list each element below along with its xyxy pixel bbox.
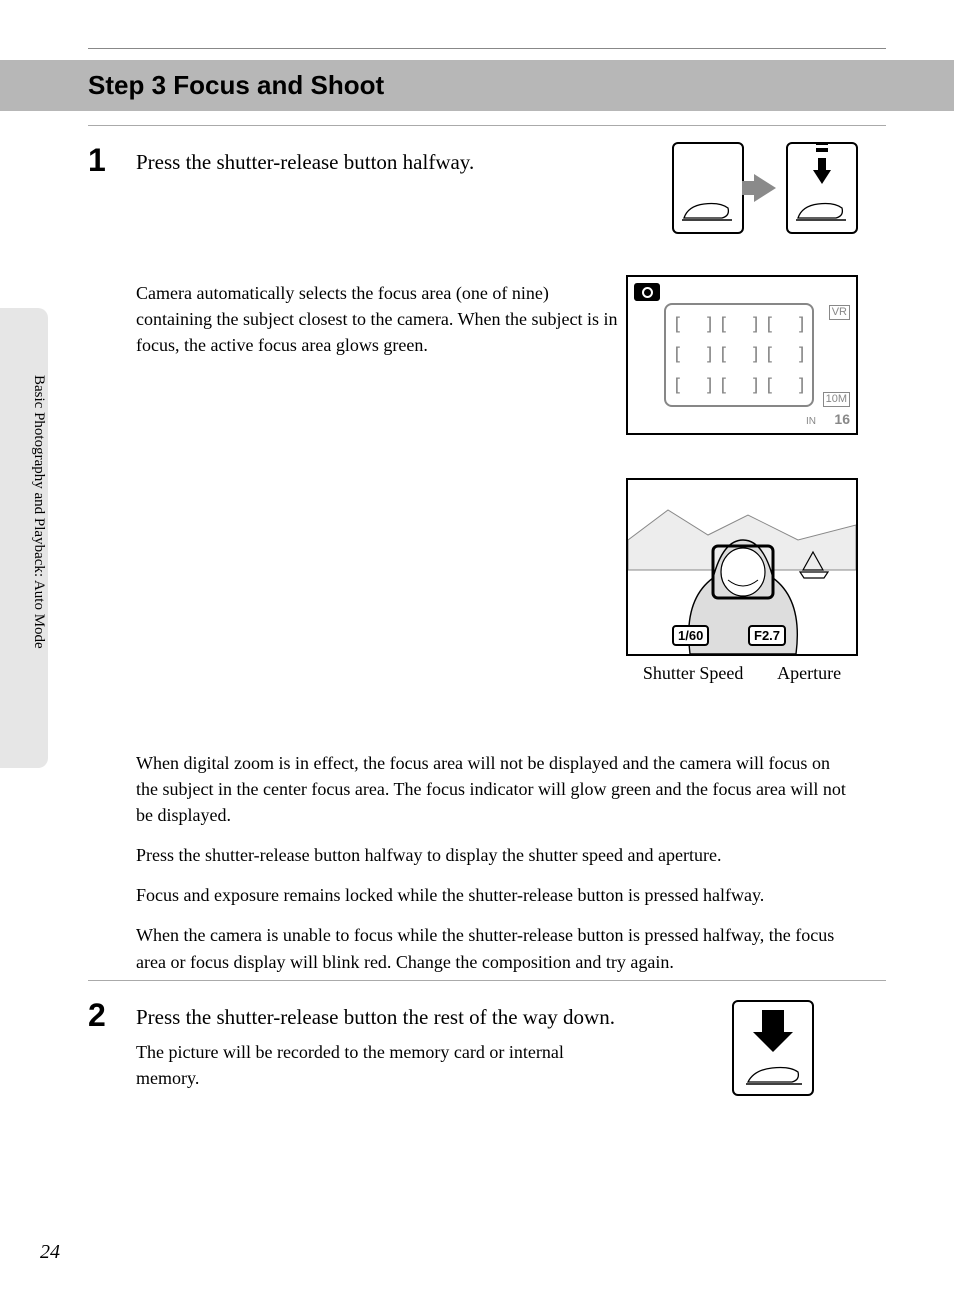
full-press-illustration — [732, 1000, 814, 1096]
focus-bracket: [] — [718, 372, 760, 399]
resolution-badge: 10M — [823, 392, 850, 407]
half-press-marks — [816, 148, 828, 152]
lcd-focus-display: [] [] [] [] [] [] [] [] [] VR 10M IN 16 — [626, 275, 858, 435]
focus-bracket: [] — [764, 311, 806, 338]
step-divider — [88, 125, 886, 126]
focus-bracket: [] — [764, 372, 806, 399]
focus-bracket: [] — [764, 342, 806, 369]
step1-body: When digital zoom is in effect, the focu… — [136, 750, 854, 989]
arrow-right-icon — [754, 174, 776, 202]
press-box-light — [672, 142, 744, 234]
step-title: Press the shutter-release button the res… — [136, 999, 616, 1031]
vr-badge: VR — [829, 305, 850, 320]
press-box-full — [732, 1000, 814, 1096]
para: When digital zoom is in effect, the focu… — [136, 750, 854, 828]
focus-bracket: [] — [672, 342, 714, 369]
frames-remaining: 16 — [834, 411, 850, 427]
focus-bracket: [] — [672, 311, 714, 338]
step2-body: The picture will be recorded to the memo… — [136, 1039, 566, 1091]
shutter-speed-value: 1/60 — [672, 625, 709, 646]
press-box-half — [786, 142, 858, 234]
aperture-label: Aperture — [777, 662, 841, 685]
para: When the camera is unable to focus while… — [136, 922, 854, 974]
lcd-scene-display: 1/60 F2.7 — [626, 478, 858, 656]
half-press-arrow-icon — [813, 170, 831, 184]
focus-area-grid: [] [] [] [] [] [] [] [] [] — [664, 303, 814, 407]
full-press-arrow-icon — [762, 1010, 784, 1034]
aperture-badge: F2.7 — [748, 625, 786, 646]
aperture-value: F2.7 — [748, 625, 786, 646]
section-title: Step 3 Focus and Shoot — [88, 70, 384, 100]
shutter-speed-label: Shutter Speed — [643, 662, 744, 685]
finger-icon — [796, 194, 846, 222]
viewfinder-scene — [628, 480, 856, 654]
finger-icon — [746, 1060, 802, 1086]
finger-icon — [682, 194, 732, 222]
step-divider — [88, 980, 886, 981]
focus-bracket: [] — [718, 311, 760, 338]
top-rule — [88, 48, 886, 49]
para: Focus and exposure remains locked while … — [136, 882, 854, 908]
step-number: 1 — [88, 144, 118, 176]
half-press-illustration — [672, 142, 858, 234]
focus-bracket: [] — [672, 372, 714, 399]
step-number: 2 — [88, 999, 118, 1092]
side-tab-label: Basic Photography and Playback: Auto Mod… — [30, 375, 47, 649]
internal-memory-icon: IN — [806, 416, 816, 427]
shutter-speed-badge: 1/60 — [672, 625, 709, 646]
scene-labels: Shutter Speed Aperture — [626, 662, 858, 685]
camera-mode-icon — [634, 283, 660, 301]
para: Press the shutter-release button halfway… — [136, 842, 854, 868]
step-title: Press the shutter-release button halfway… — [136, 144, 576, 176]
focus-bracket: [] — [718, 342, 760, 369]
step1-intro: Camera automatically selects the focus a… — [136, 280, 626, 358]
section-header: Step 3 Focus and Shoot — [0, 60, 954, 111]
page-number: 24 — [40, 1241, 60, 1264]
